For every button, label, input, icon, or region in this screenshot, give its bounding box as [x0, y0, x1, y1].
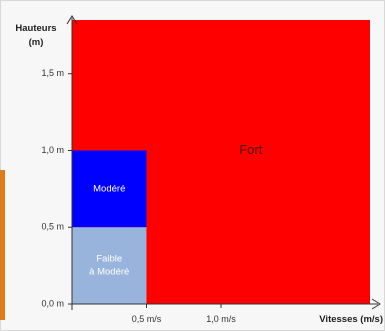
- zone-mod-r: [72, 150, 147, 228]
- decorative-orange-edge: [0, 170, 5, 320]
- y-axis-arrow-icon: [66, 15, 78, 25]
- x-axis-title: Vitesses (m/s): [319, 314, 383, 325]
- axes-layer: [66, 15, 381, 310]
- y-tick-label: 1,5 m: [41, 68, 64, 78]
- zone-label-faible-mod-r-line-1: Faible: [96, 254, 122, 265]
- y-tick-label: 0,0 m: [41, 298, 64, 308]
- ticks-layer: 0,0 m 0,5 m 1,0 m 1,5 m 0,5 m/s 1,0 m/s: [41, 68, 236, 324]
- y-axis-title-line-1: Hauteurs: [15, 23, 56, 34]
- zone-label-fort: Fort: [239, 142, 263, 157]
- x-tick-label: 0,5 m/s: [132, 314, 162, 324]
- zone-label-faible-mod-r-line-2: à Modéré: [89, 267, 129, 278]
- y-tick-label: 1,0 m: [41, 145, 64, 155]
- y-axis-title-line-2: (m): [29, 37, 44, 48]
- x-tick-label: 1,0 m/s: [206, 314, 236, 324]
- zone-faible-mod-r: [72, 227, 147, 304]
- y-tick-label: 0,5 m: [41, 222, 64, 232]
- labels-layer: Hauteurs (m) Vitesses (m/s): [15, 23, 383, 325]
- zones-layer: Fort Modéré Faible à Modéré: [72, 20, 370, 304]
- zone-label-mod-r: Modéré: [93, 183, 125, 194]
- x-axis-arrow-icon: [371, 298, 381, 310]
